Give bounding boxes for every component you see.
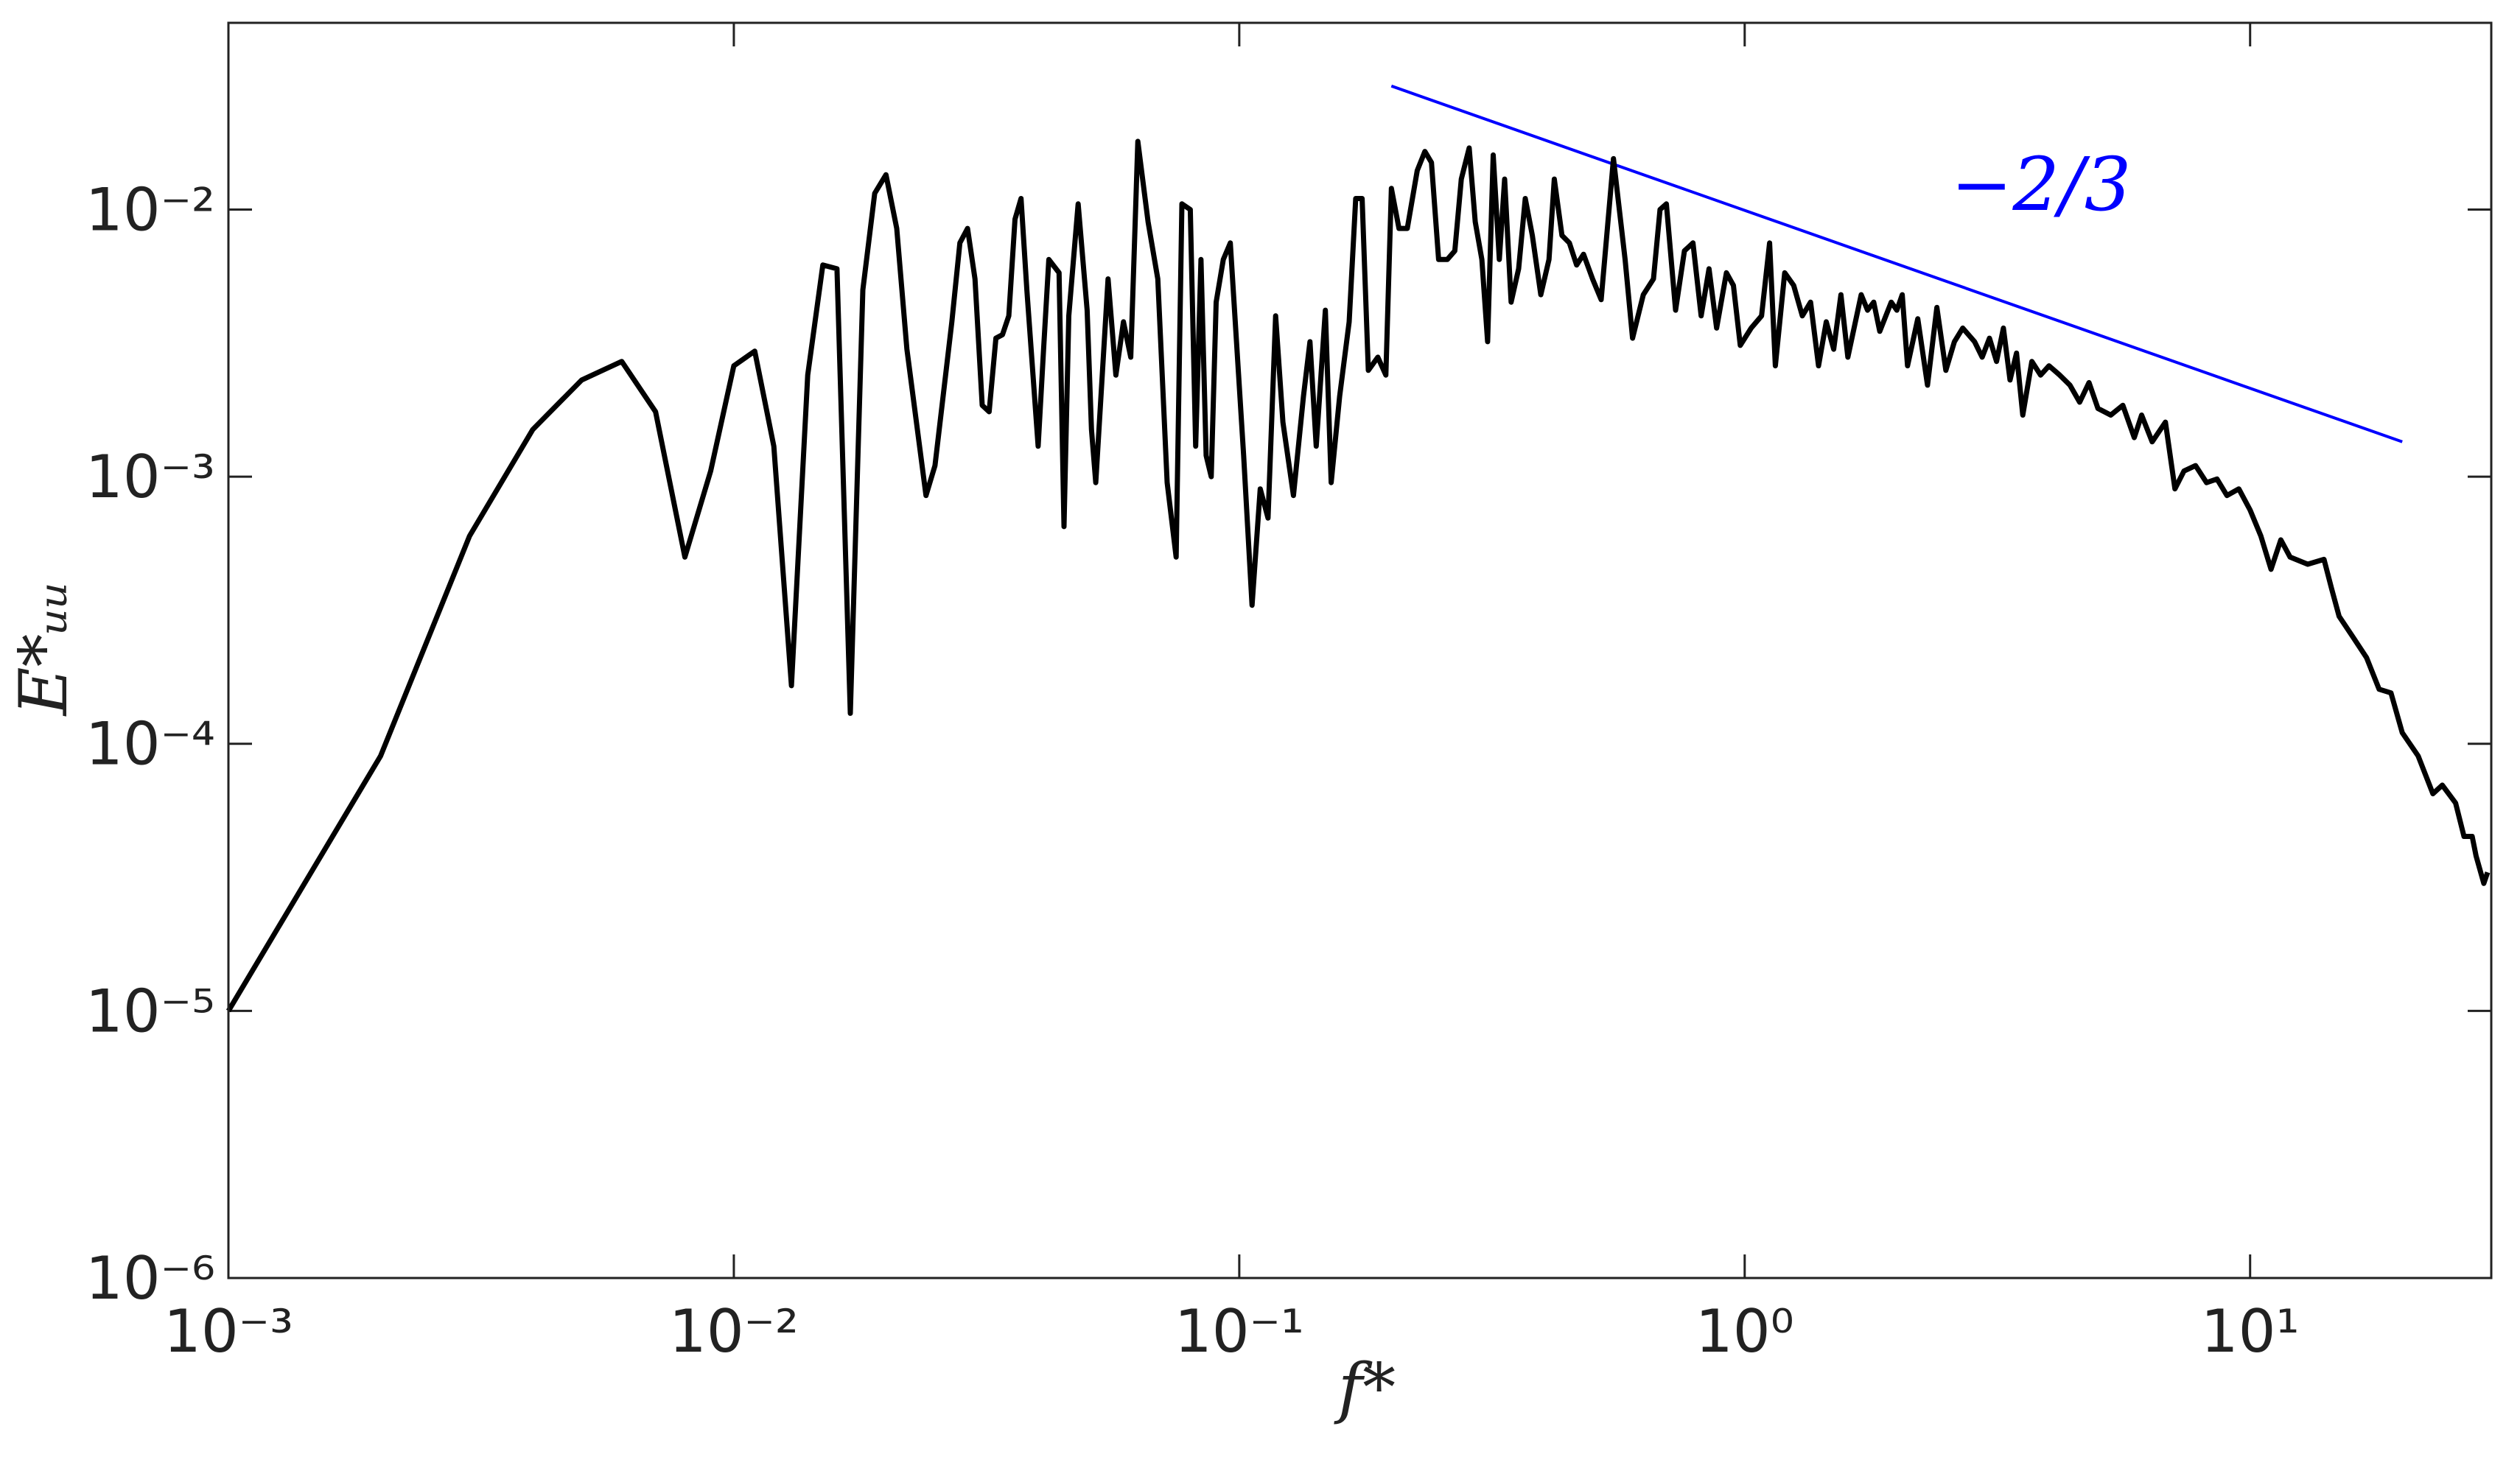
plot-frame [227, 21, 2493, 1279]
x-tick-label: 10⁰ [1695, 1297, 1794, 1366]
y-tick-label: 10⁻⁴ [85, 710, 215, 779]
y-tick-label: 10⁻⁵ [85, 977, 215, 1045]
y-tick-label: 10⁻² [85, 175, 215, 244]
x-tick-label: 10⁻¹ [1175, 1297, 1304, 1366]
y-tick-label: 10⁻⁶ [85, 1244, 215, 1313]
reference-line [1390, 84, 2403, 443]
x-tick-label: 10⁻² [669, 1297, 799, 1366]
x-axis-label: f* [1334, 1349, 1396, 1427]
x-tick-label: 10¹ [2201, 1297, 2300, 1366]
y-axis-label: E*ᵤᵤ [5, 581, 83, 717]
reference-label: −2/3 [1951, 141, 2132, 228]
spectrum-line [225, 138, 2491, 1013]
y-tick-label: 10⁻³ [85, 443, 215, 511]
x-tick-label: 10⁻³ [164, 1297, 293, 1366]
